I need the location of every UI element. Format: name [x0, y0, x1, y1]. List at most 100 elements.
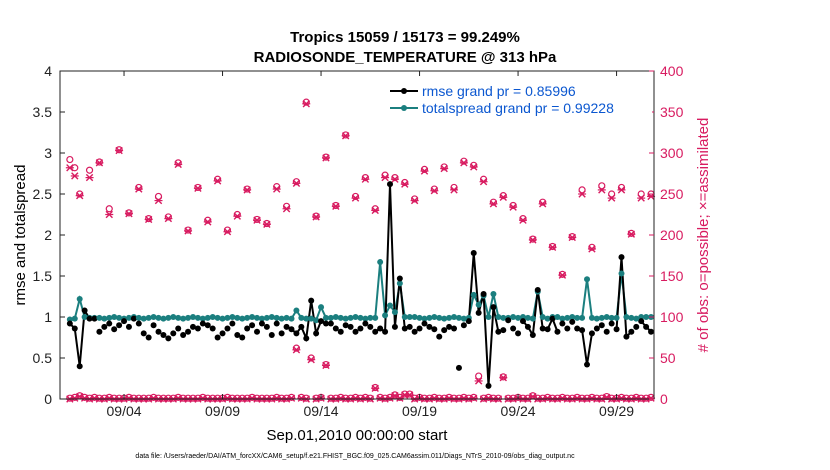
obs-bottom-possible-marker — [130, 394, 138, 402]
rmse-point — [618, 254, 625, 261]
rmse-point — [249, 322, 256, 329]
spread-point — [199, 315, 206, 322]
rmse-point — [66, 320, 73, 327]
obs-bottom-possible-marker — [115, 394, 123, 402]
obs-bottom-possible-marker — [598, 394, 606, 402]
obs-bottom-assimilated-marker — [371, 384, 380, 393]
spread-point — [81, 314, 88, 320]
obs-bottom-possible-marker — [637, 394, 645, 402]
rmse-point — [298, 323, 305, 330]
obs-bottom-possible-marker — [140, 394, 148, 402]
obs-bottom-possible-marker — [184, 394, 192, 402]
rmse-point — [391, 323, 398, 330]
obs-top-possible-marker — [135, 183, 143, 192]
spread-point — [204, 314, 211, 321]
obs-top-assimilated-marker — [361, 175, 370, 183]
spread-point — [377, 259, 384, 266]
obs-top-possible-marker — [184, 226, 192, 234]
rmse-point — [579, 327, 586, 334]
rmse-point — [140, 330, 147, 337]
rmse-point — [150, 322, 157, 329]
rmse-point — [91, 315, 98, 322]
rmse-point — [470, 250, 477, 257]
obs-top-assimilated-marker — [568, 233, 577, 242]
spread-point — [564, 314, 571, 321]
x-tick-label: 09/14 — [304, 403, 339, 419]
spread-point — [303, 315, 310, 322]
obs-top-assimilated-marker — [223, 228, 232, 236]
obs-bottom-possible-marker — [302, 394, 310, 402]
rmse-point — [460, 322, 467, 329]
obs-top-assimilated-marker — [597, 186, 606, 194]
rmse-point — [273, 320, 280, 327]
spread-point — [254, 314, 261, 321]
spread-point — [342, 315, 349, 322]
obs-top-assimilated-marker — [321, 154, 330, 162]
rmse-point — [209, 325, 216, 332]
rmse-point — [613, 326, 620, 333]
legend-rmse-label: rmse grand pr = 0.85996 — [422, 83, 576, 99]
spread-point — [194, 314, 201, 321]
rmse-point — [229, 320, 236, 327]
obs-top-assimilated-marker — [124, 209, 133, 218]
spread-point — [111, 314, 118, 320]
rmse-point — [603, 328, 610, 335]
obs-top-assimilated-marker — [70, 172, 79, 180]
obs-top-possible-marker — [292, 178, 301, 186]
spread-point — [308, 315, 315, 322]
obs-top-possible-marker — [105, 205, 113, 213]
spread-point — [608, 314, 615, 321]
obs-top-possible-marker — [568, 233, 576, 241]
obs-top-possible-marker — [76, 190, 84, 198]
obs-top-assimilated-marker — [558, 271, 567, 279]
legend-rmse-marker — [401, 88, 407, 94]
y-left-tick-label: 0.5 — [33, 350, 53, 366]
obs-bottom-possible-marker — [110, 394, 118, 402]
rmse-point — [465, 318, 472, 325]
obs-bottom-possible-marker — [253, 394, 261, 402]
spread-point — [357, 314, 364, 321]
rmse-point — [204, 322, 211, 329]
rmse-point — [362, 320, 369, 327]
rmse-point — [372, 328, 379, 335]
y-left-tick-label: 0 — [44, 391, 52, 407]
obs-bottom-possible-marker — [233, 394, 241, 402]
obs-top-assimilated-marker — [538, 200, 547, 208]
rmse-point — [608, 320, 615, 327]
obs-bottom-assimilated-marker — [292, 346, 301, 354]
rmse-point — [544, 326, 551, 333]
legend-box — [386, 80, 652, 120]
obs-bottom-possible-marker — [164, 394, 172, 402]
obs-top-assimilated-marker — [233, 212, 242, 220]
rmse-point — [81, 307, 88, 314]
x-tick-label: 09/09 — [205, 403, 240, 419]
rmse-point — [189, 323, 196, 330]
rmse-point — [239, 334, 246, 341]
rmse-point — [170, 330, 177, 337]
obs-top-possible-marker — [214, 175, 222, 183]
obs-top-assimilated-marker — [548, 243, 557, 251]
spread-point — [529, 315, 536, 322]
spread-point — [160, 315, 167, 322]
rmse-point — [539, 325, 546, 332]
obs-top-assimilated-marker — [587, 245, 596, 253]
spread-point — [401, 314, 408, 320]
rmse-point — [436, 333, 443, 340]
spread-point — [101, 315, 108, 322]
rmse-point — [559, 320, 566, 327]
obs-top-assimilated-marker — [479, 178, 488, 186]
obs-top-possible-marker — [401, 178, 409, 187]
spread-point — [170, 314, 177, 320]
obs-bottom-possible-marker — [135, 394, 143, 402]
obs-top-assimilated-marker — [607, 194, 616, 202]
y-left-tick-label: 4 — [44, 63, 52, 79]
obs-bottom-possible-marker — [450, 394, 458, 402]
rmse-point — [519, 318, 526, 325]
spread-point — [318, 304, 325, 311]
obs-bottom-possible-marker — [608, 394, 616, 402]
rmse-point — [500, 327, 507, 334]
obs-bottom-possible-marker — [578, 394, 586, 402]
spread-point — [470, 291, 477, 298]
rmse-point — [584, 361, 591, 368]
obs-top-possible-marker — [509, 201, 517, 210]
